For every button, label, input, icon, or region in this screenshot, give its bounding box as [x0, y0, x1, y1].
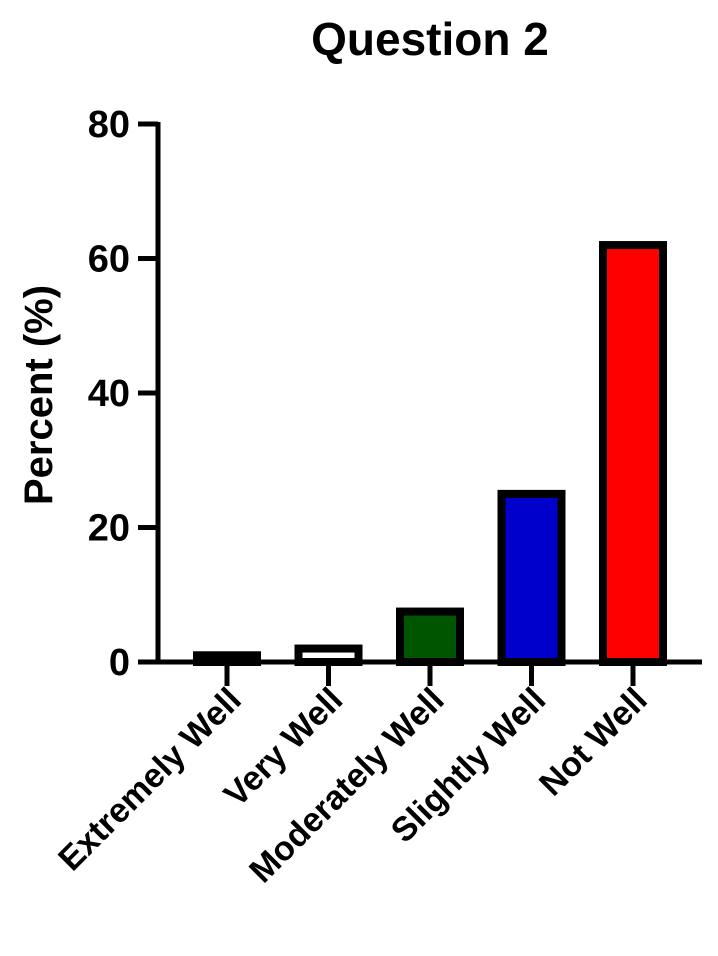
y-tick-label: 60	[88, 239, 130, 281]
y-tick-label: 0	[109, 642, 130, 684]
bar-slightly-well	[497, 489, 566, 666]
y-axis: 0 20 40 60 80	[88, 104, 161, 684]
x-tick-label: Extremely Well	[51, 681, 248, 878]
bars-group	[193, 241, 667, 667]
y-tick-label: 20	[88, 508, 130, 550]
y-axis-label: Percent (%)	[17, 285, 61, 505]
y-tick-label: 40	[88, 373, 130, 415]
chart-title: Question 2	[311, 13, 549, 65]
y-tick-label: 80	[88, 104, 130, 146]
bar-not-well	[599, 241, 667, 667]
bar-moderately-well	[396, 607, 464, 666]
x-tick-label: Not Well	[532, 681, 655, 804]
